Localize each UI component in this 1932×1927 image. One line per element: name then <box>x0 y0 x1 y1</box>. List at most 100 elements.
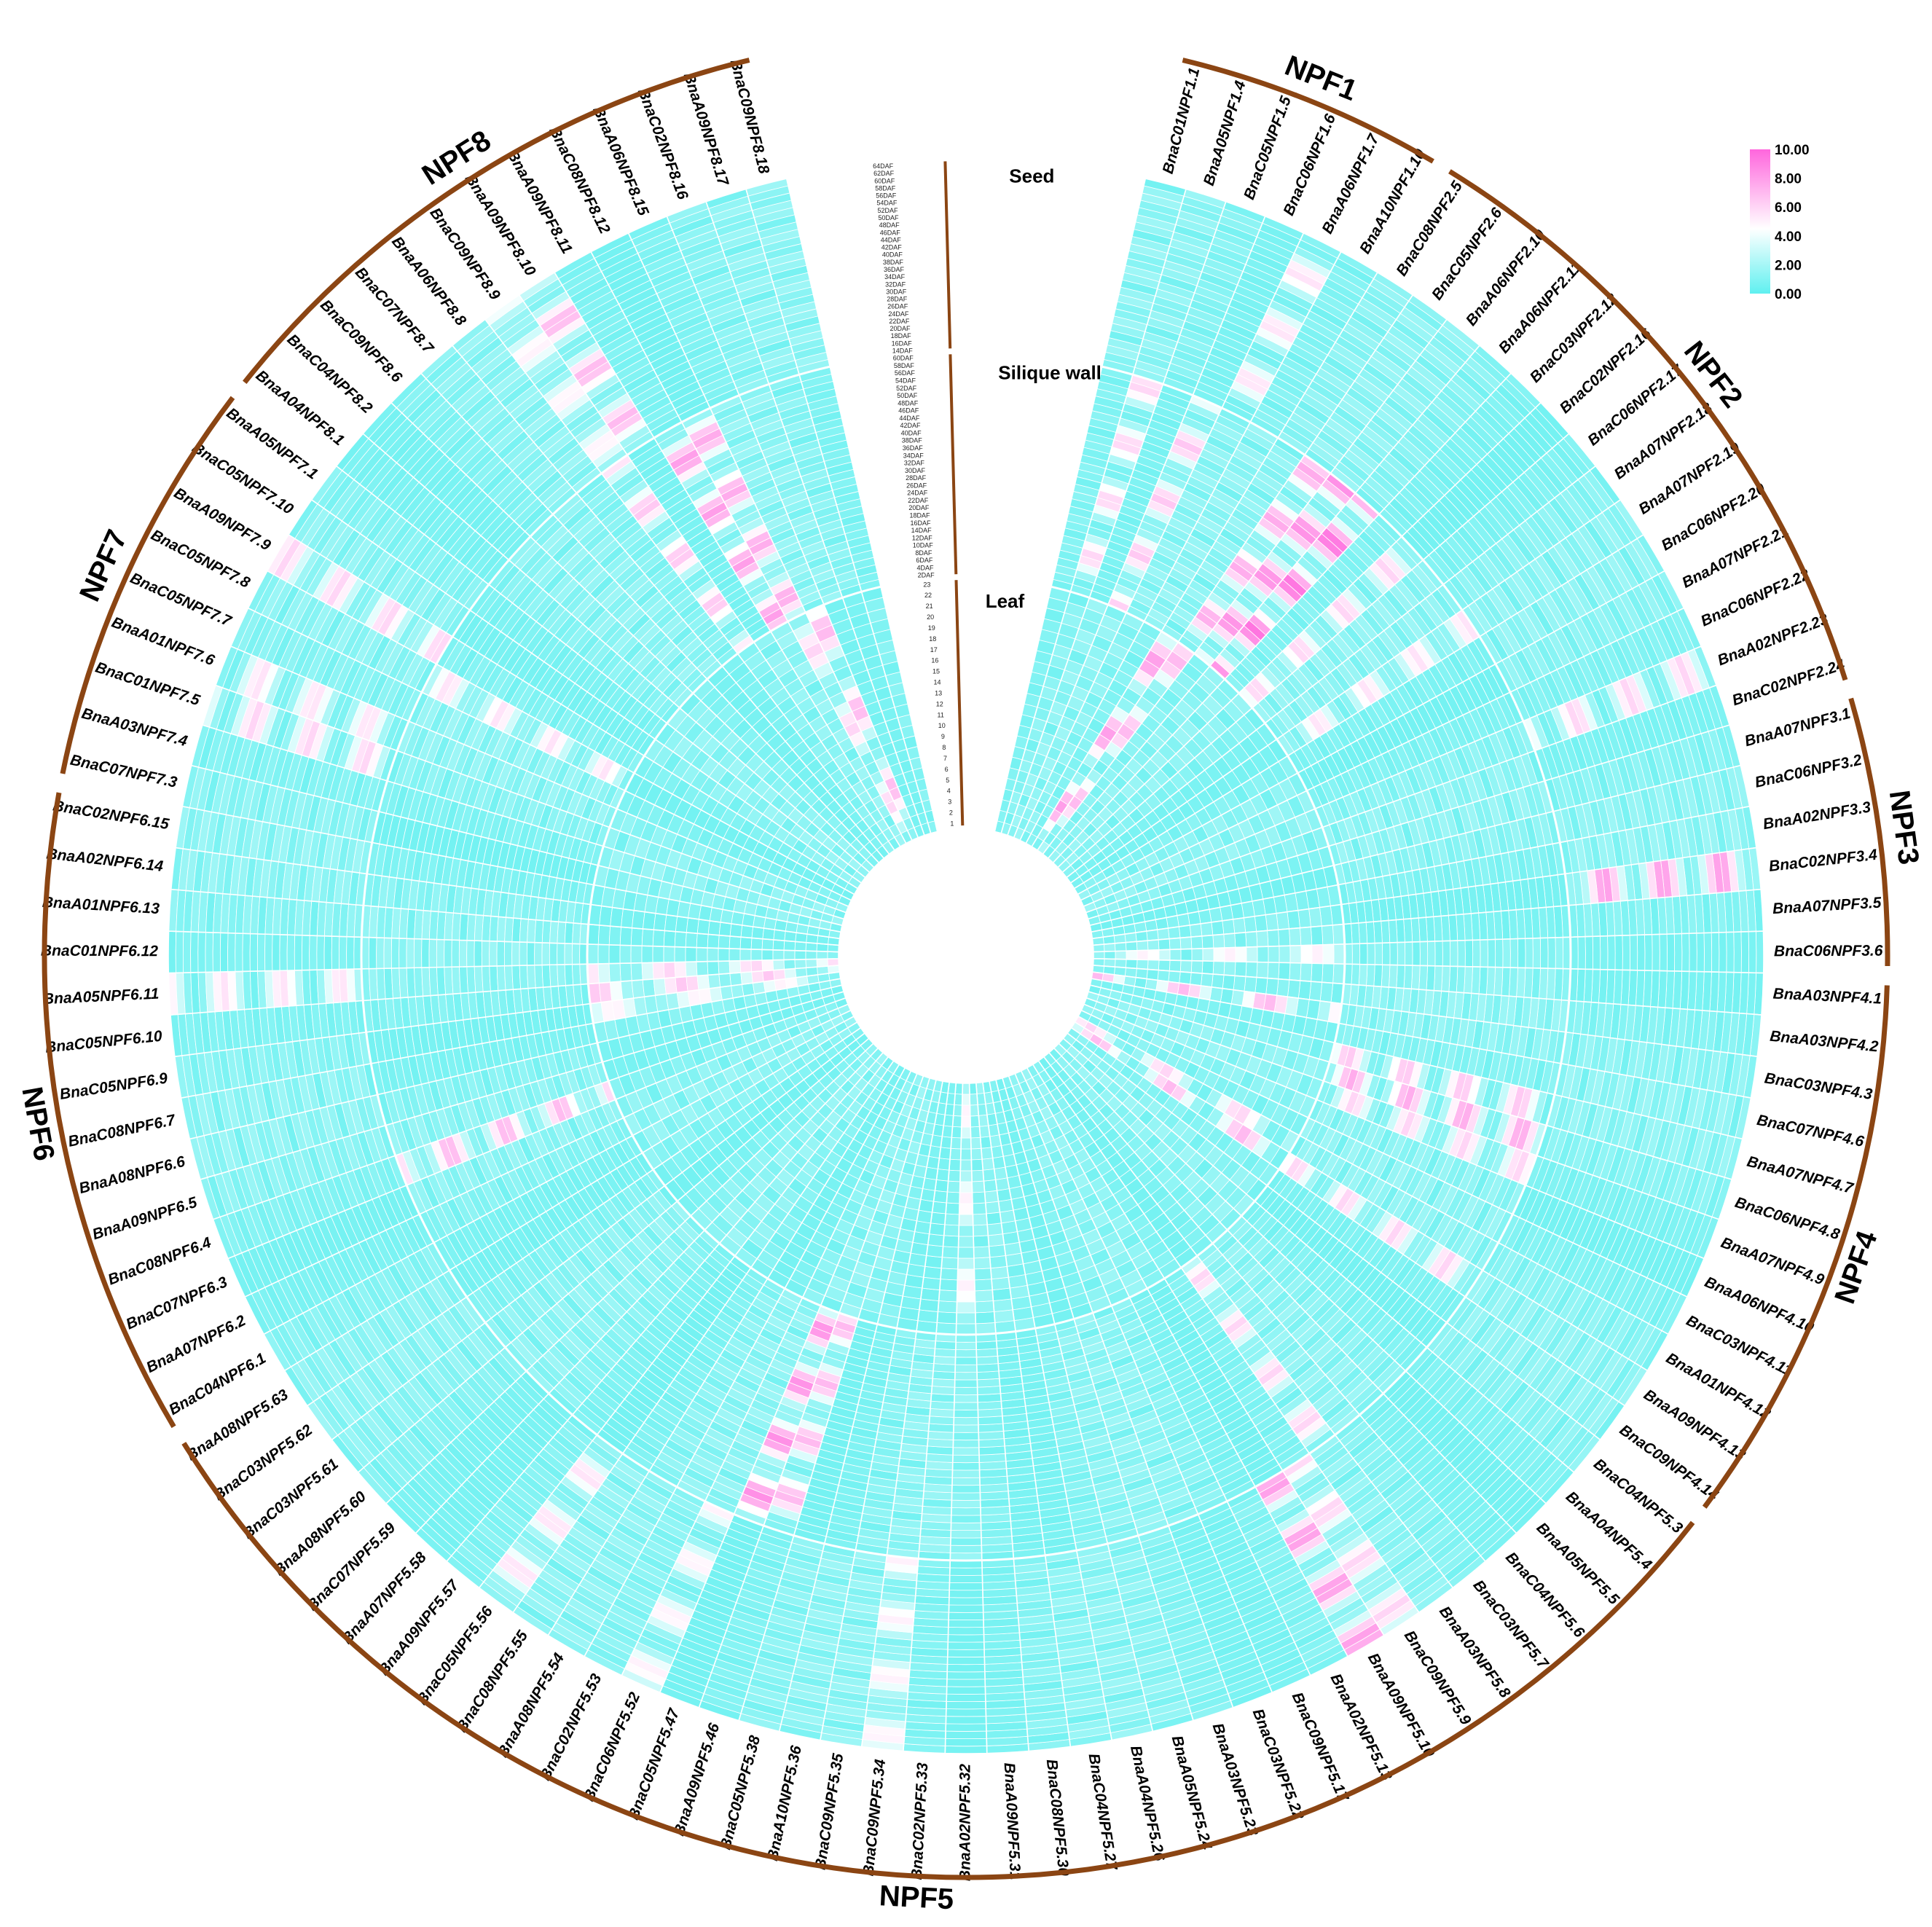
heatmap-cell <box>1374 942 1383 965</box>
heatmap-cell <box>1233 975 1246 992</box>
heatmap-cell <box>946 1191 960 1204</box>
heatmap-cell <box>944 1213 960 1226</box>
heatmap-cell <box>1703 932 1713 973</box>
heatmap-cell <box>947 1634 985 1643</box>
heatmap-cell <box>1333 943 1346 965</box>
heatmap-cell <box>1158 959 1171 972</box>
heatmap-cell <box>984 1190 999 1204</box>
heatmap-cell <box>1748 930 1757 973</box>
heatmap-cell <box>1673 933 1683 972</box>
heatmap-cell <box>1179 971 1192 985</box>
heatmap-cell <box>1358 964 1368 986</box>
heatmap-cell <box>987 1233 1005 1247</box>
heatmap-cell <box>1211 973 1225 989</box>
heatmap-cell <box>939 1279 958 1292</box>
heatmap-cell <box>1585 935 1593 970</box>
heatmap-cell <box>1268 946 1280 963</box>
heatmap-cell <box>1494 938 1504 968</box>
heatmap-cell <box>1222 919 1236 935</box>
heatmap-cell <box>1168 970 1181 984</box>
heatmap-cell <box>1234 932 1247 948</box>
heatmap-cell <box>1659 933 1668 972</box>
heatmap-cell <box>936 1311 957 1324</box>
heatmap-cell <box>962 1094 970 1106</box>
heatmap-cell <box>1397 941 1406 966</box>
heatmap-cell <box>1287 979 1301 999</box>
heatmap-cell <box>1711 932 1720 973</box>
heatmap-cell <box>934 1348 957 1358</box>
heatmap-cell <box>1464 940 1474 968</box>
heatmap-cell <box>1733 931 1742 973</box>
heatmap-cell <box>1265 913 1279 931</box>
heatmap-cell <box>1147 959 1160 971</box>
heatmap-cell <box>973 1268 992 1281</box>
heatmap-cell <box>1289 962 1302 981</box>
heatmap-cell <box>1276 978 1290 997</box>
heatmap-cell <box>946 1663 986 1673</box>
heatmap-cell <box>1502 938 1511 968</box>
heatmap-cell <box>1254 977 1268 994</box>
heatmap-cell <box>1126 950 1138 960</box>
heatmap-cell <box>943 1235 959 1248</box>
heatmap-cell <box>945 1730 987 1740</box>
heatmap-cell <box>956 1301 976 1314</box>
heatmap-cell <box>1179 936 1193 950</box>
heatmap-cell <box>986 1222 1003 1236</box>
heatmap-cell <box>1381 964 1391 988</box>
heatmap-cell <box>948 1169 961 1182</box>
heatmap-cell <box>1244 976 1257 993</box>
heatmap-cell <box>1278 928 1291 947</box>
heatmap-cell <box>1201 935 1214 949</box>
heatmap-cell <box>1115 959 1127 968</box>
heatmap-cell <box>949 1590 983 1598</box>
heatmap-cell <box>945 1738 987 1747</box>
heatmap-cell <box>947 1656 985 1665</box>
heatmap-cell <box>1211 920 1225 936</box>
heatmap-cell <box>924 1255 943 1269</box>
heatmap-cell <box>930 1212 946 1225</box>
heatmap-cell <box>1310 925 1324 946</box>
heatmap-cell <box>1233 917 1246 934</box>
heatmap-cell <box>1180 948 1193 962</box>
heatmap-cell <box>951 1469 981 1478</box>
heatmap-cell <box>949 1158 962 1171</box>
heatmap-cell <box>955 1323 977 1335</box>
heatmap-cell <box>1223 933 1236 949</box>
heatmap-cell <box>1367 943 1375 965</box>
heatmap-cell <box>951 1477 981 1486</box>
heatmap-cell <box>975 1300 994 1314</box>
heatmap-cell <box>1169 937 1182 950</box>
heatmap-cell <box>957 1279 975 1292</box>
heatmap-cell <box>941 1246 959 1259</box>
heatmap-cell <box>961 1104 971 1117</box>
heatmap-cell <box>1276 911 1289 930</box>
heatmap-cell <box>1644 934 1653 971</box>
heatmap-cell <box>981 1158 995 1171</box>
heatmap-cell <box>937 1158 951 1171</box>
heatmap-cell <box>954 1357 978 1365</box>
heatmap-cell <box>1381 942 1391 965</box>
heatmap-cell <box>991 1287 1012 1301</box>
heatmap-cell <box>1555 937 1564 970</box>
heatmap-cell <box>970 1115 980 1128</box>
heatmap-cell <box>946 1686 986 1695</box>
heatmap-cell <box>1224 947 1236 962</box>
heatmap-cell <box>949 1574 983 1583</box>
heatmap-cell <box>1235 946 1247 962</box>
heatmap-cell <box>1202 948 1214 962</box>
heatmap-cell <box>990 1265 1009 1280</box>
heatmap-cell <box>1322 943 1335 965</box>
heatmap-cell <box>982 1169 997 1182</box>
heatmap-cell <box>1223 961 1236 976</box>
heatmap-cell <box>1169 949 1182 961</box>
heatmap-cell <box>972 1213 988 1226</box>
heatmap-cell <box>1373 964 1383 987</box>
heatmap-cell <box>1457 940 1466 968</box>
heatmap-cell <box>941 1257 959 1270</box>
heatmap-cell <box>1190 960 1203 974</box>
heatmap-cell <box>946 1700 986 1710</box>
heatmap-cell <box>1213 947 1225 962</box>
heatmap-cell <box>1449 940 1458 967</box>
heatmap-cell <box>1158 949 1171 961</box>
heatmap-cell <box>1212 933 1225 949</box>
